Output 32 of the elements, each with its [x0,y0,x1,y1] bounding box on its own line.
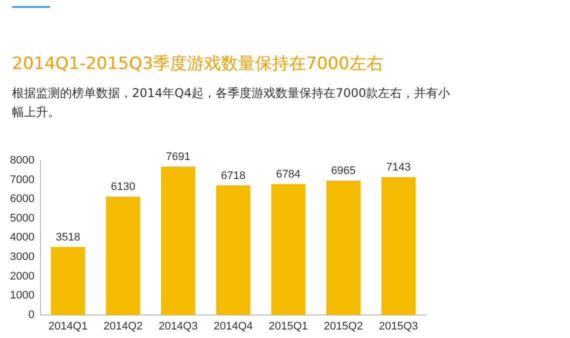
x-tick-label: 2014Q4 [214,320,253,332]
chart-subtitle: 根据监测的榜单数据，2014年Q4起，各季度游戏数量保持在7000款左右，并有小幅上升。 [12,85,452,121]
bar [326,180,360,315]
x-tick-label: 2014Q3 [158,320,198,332]
x-tick-label: 2014Q2 [104,320,143,332]
y-tick-label: 4000 [10,232,34,244]
bar [50,246,86,315]
chart-title: 2014Q1-2015Q3季度游戏数量保持在7000左右 [12,53,384,75]
x-tick-label: 2015Q1 [268,320,308,332]
bar [216,185,250,315]
data-label: 7691 [166,151,190,164]
x-tick-label: 2015Q2 [324,320,363,332]
y-tick-label: 8000 [10,154,34,167]
y-tick-label: 2000 [10,270,34,282]
bar [381,177,416,315]
data-label: 7143 [386,162,411,174]
data-label: 6784 [276,168,301,181]
y-tick-label: 1000 [10,290,34,302]
data-label: 6130 [110,181,136,194]
y-tick-label: 3000 [10,251,34,264]
y-tick-label: 7000 [10,174,34,186]
data-label: 3518 [56,232,80,244]
bar [271,184,306,315]
bar [161,166,196,315]
data-label: 6718 [220,170,246,182]
y-tick-label: 0 [28,308,34,321]
y-tick-label: 6000 [10,193,34,206]
y-tick-label: 5000 [10,212,34,224]
data-label: 6965 [331,165,356,178]
x-tick-label: 2015Q3 [378,320,418,332]
x-tick-label: 2014Q1 [48,320,88,332]
bar [106,196,140,315]
